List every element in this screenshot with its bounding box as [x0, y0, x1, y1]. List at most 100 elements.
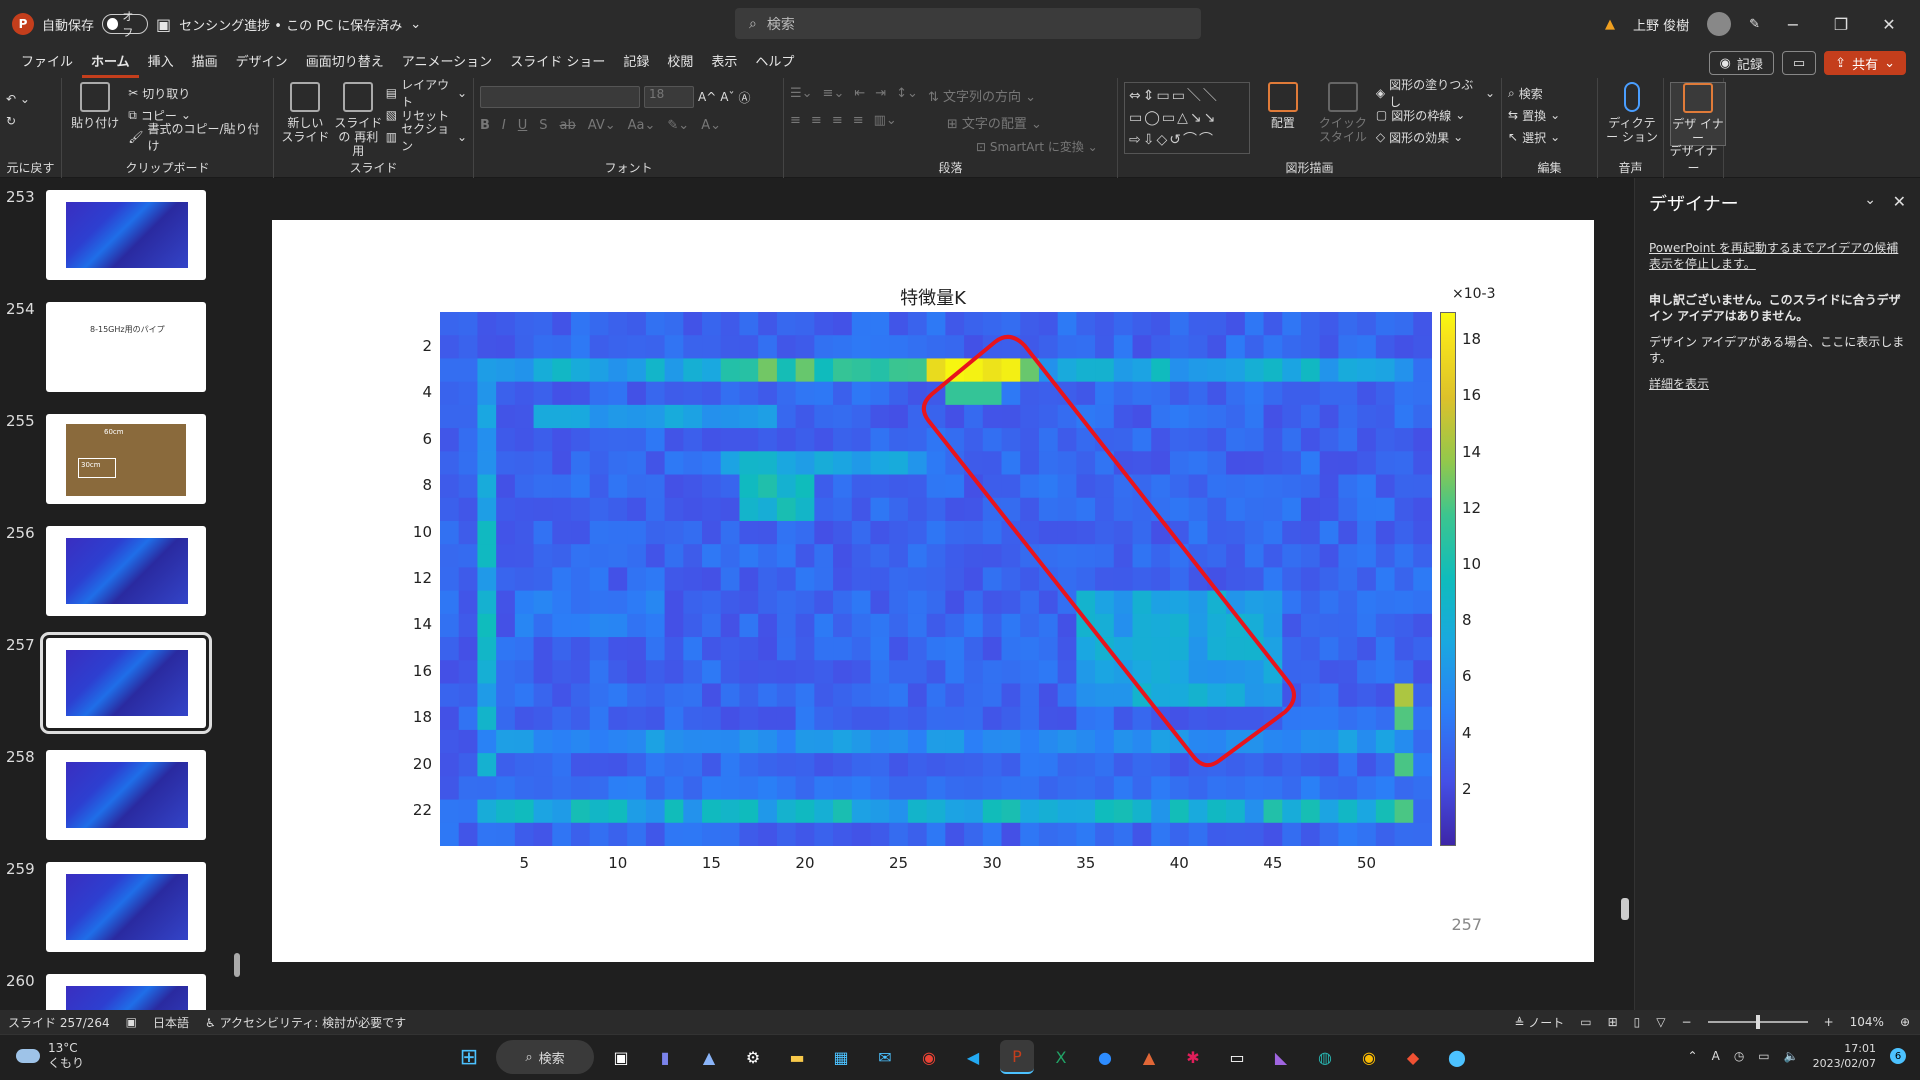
user-name[interactable]: 上野 俊樹	[1632, 18, 1690, 34]
volume-icon[interactable]: 🔈	[1783, 1049, 1799, 1063]
cut-button[interactable]: ✂ 切り取り	[128, 86, 191, 101]
select-button[interactable]: ↖ 選択 ⌄	[1508, 130, 1561, 145]
grow-font-button[interactable]: A^	[698, 90, 717, 104]
bold-button[interactable]: B	[480, 118, 490, 133]
clock[interactable]: 17:01 2023/02/07	[1812, 1042, 1876, 1070]
photos-icon[interactable]: ▲	[702, 1047, 716, 1067]
tab-slideshow[interactable]: スライド ショー	[510, 55, 606, 70]
reuse-slides-button[interactable]: スライドの 再利用	[333, 82, 384, 158]
settings-icon[interactable]: ⚙	[745, 1047, 761, 1067]
tab-record[interactable]: 記録	[623, 55, 650, 70]
start-icon[interactable]: ⊞	[459, 1044, 479, 1070]
text-direction-button[interactable]: ⇅ 文字列の方向 ⌄	[927, 90, 1037, 105]
slide-thumbnail[interactable]	[46, 862, 206, 952]
annotation-rounded-rect[interactable]	[921, 334, 1296, 768]
spacing-button[interactable]: AV⌄	[587, 118, 616, 133]
share-button[interactable]: ⇪ 共有 ⌄	[1824, 51, 1906, 75]
git-icon[interactable]: ◆	[1406, 1047, 1420, 1067]
shape-fill-button[interactable]: ◈ 図形の塗りつぶし ⌄	[1375, 78, 1496, 109]
new-slide-button[interactable]: 新しい スライド	[280, 82, 331, 158]
smartart-button[interactable]: ⊡ SmartArt に変換 ⌄	[976, 140, 1098, 154]
mail-icon[interactable]: ✉	[878, 1047, 892, 1067]
chevron-up-icon[interactable]: ⌃	[1687, 1049, 1698, 1063]
zoom-out-button[interactable]: −	[1681, 1015, 1692, 1029]
tab-review[interactable]: 校閲	[667, 55, 694, 70]
bullets-button[interactable]: ☰⌄	[790, 86, 813, 101]
clear-format-button[interactable]: Ⓐ	[738, 90, 751, 105]
tab-draw[interactable]: 描画	[191, 55, 218, 70]
excel-icon[interactable]: X	[1055, 1047, 1067, 1067]
document-title[interactable]: センシング進捗 • この PC に保存済み	[179, 18, 403, 34]
copy-button[interactable]: ⧉ コピー ⌄	[128, 107, 191, 123]
designer-button[interactable]: デザ イナー	[1670, 82, 1726, 146]
shapes-gallery[interactable]: ⇔⇕▭▭＼＼ ▭◯▭△↘↘ ⇨⇩◇↺⌒⌒	[1124, 82, 1250, 154]
slideshow-view-icon[interactable]: ▽	[1656, 1015, 1666, 1029]
slide-thumbnail[interactable]: 8-15GHz用のパイプ	[46, 302, 206, 392]
avatar[interactable]	[1707, 12, 1732, 36]
tab-help[interactable]: ヘルプ	[755, 55, 795, 70]
align-center-button[interactable]: ≡	[810, 113, 822, 128]
font-size-field[interactable]: 18	[644, 86, 694, 108]
visualstudio-icon[interactable]: ◣	[1274, 1047, 1288, 1067]
italic-button[interactable]: I	[501, 118, 506, 133]
edge-icon[interactable]: ◍	[1318, 1047, 1332, 1067]
slide-thumbnail[interactable]: 60cm 30cm	[46, 414, 206, 504]
format-painter-button[interactable]: 🖌 書式のコピー/貼り付け	[128, 122, 260, 153]
sync-icon[interactable]: ◷	[1733, 1049, 1745, 1063]
notes-button[interactable]: ≜ ノート	[1514, 1015, 1565, 1030]
shape-outline-button[interactable]: ▢ 図形の枠線 ⌄	[1375, 108, 1466, 123]
strike-button[interactable]: ab	[559, 118, 576, 133]
chrome-icon[interactable]: ◉	[922, 1047, 936, 1067]
autosave-toggle[interactable]: オフ	[102, 10, 149, 39]
chevron-down-icon[interactable]: ⌄	[1864, 192, 1876, 208]
pen-icon[interactable]: ✎	[1749, 16, 1760, 32]
tab-animations[interactable]: アニメーション	[401, 55, 493, 70]
slide-thumbnail[interactable]	[46, 750, 206, 840]
redo-button[interactable]: ↻	[6, 114, 17, 128]
find-button[interactable]: ⌕ 検索	[1508, 85, 1543, 101]
store-icon[interactable]: ▦	[833, 1047, 849, 1067]
ime-indicator[interactable]: A	[1711, 1049, 1720, 1063]
warning-icon[interactable]: ▲	[1604, 16, 1615, 32]
task-view-icon[interactable]: ▣	[613, 1047, 629, 1067]
slide-thumbnail[interactable]	[40, 632, 212, 734]
columns-button[interactable]: ▥⌄	[873, 113, 897, 128]
align-right-button[interactable]: ≡	[831, 113, 843, 128]
explorer-icon[interactable]: ▬	[789, 1047, 805, 1067]
tab-view[interactable]: 表示	[711, 55, 738, 70]
case-button[interactable]: Aa⌄	[627, 118, 656, 133]
maps-icon[interactable]: ⬤	[1448, 1047, 1466, 1067]
fit-slide-icon[interactable]: ⊕	[1899, 1015, 1910, 1029]
restore-button[interactable]: ❐	[1833, 14, 1849, 34]
tab-design[interactable]: デザイン	[235, 55, 288, 70]
zoom-icon[interactable]: ●	[1098, 1047, 1112, 1067]
shadow-button[interactable]: S	[539, 118, 548, 133]
search-input[interactable]: ⌕ 検索	[735, 8, 1201, 39]
record-button[interactable]: ◉ 記録	[1708, 51, 1774, 75]
notification-badge[interactable]: 6	[1890, 1048, 1906, 1064]
layout-button[interactable]: ▤ レイアウト ⌄	[385, 78, 467, 109]
thumbnail-scrollbar[interactable]	[230, 178, 244, 1010]
weather-widget[interactable]: 13°C くもり	[16, 1041, 84, 1071]
arrange-button[interactable]: 配置	[1256, 82, 1310, 154]
line-spacing-button[interactable]: ↕⌄	[896, 86, 918, 101]
zoom-slider[interactable]	[1707, 1015, 1808, 1029]
sorter-view-icon[interactable]: ⊞	[1607, 1015, 1618, 1029]
close-icon[interactable]: ✕	[1892, 192, 1906, 211]
align-left-button[interactable]: ≡	[790, 113, 801, 128]
align-text-button[interactable]: ⊞ 文字の配置 ⌄	[946, 117, 1042, 132]
restart-link[interactable]: PowerPoint を再起動するまでアイデアの候補表示を停止します。	[1649, 241, 1899, 271]
terminal-icon[interactable]: ▭	[1229, 1047, 1245, 1067]
reset-button[interactable]: ▧ リセット	[385, 108, 450, 123]
tab-home[interactable]: ホーム	[82, 48, 139, 78]
font-color-button[interactable]: A⌄	[701, 118, 721, 133]
matlab-icon[interactable]: ▲	[1142, 1047, 1156, 1067]
zoom-level[interactable]: 104%	[1849, 1015, 1884, 1029]
slide-thumbnail[interactable]	[46, 190, 206, 280]
shrink-font-button[interactable]: Aˇ	[720, 90, 735, 104]
outdent-button[interactable]: ⇤	[854, 86, 866, 101]
chat-icon[interactable]: ▮	[660, 1047, 670, 1067]
chevron-down-icon[interactable]: ⌄	[410, 16, 422, 32]
replace-button[interactable]: ⇆ 置換 ⌄	[1508, 108, 1561, 123]
comments-button[interactable]: ▭	[1781, 51, 1817, 75]
